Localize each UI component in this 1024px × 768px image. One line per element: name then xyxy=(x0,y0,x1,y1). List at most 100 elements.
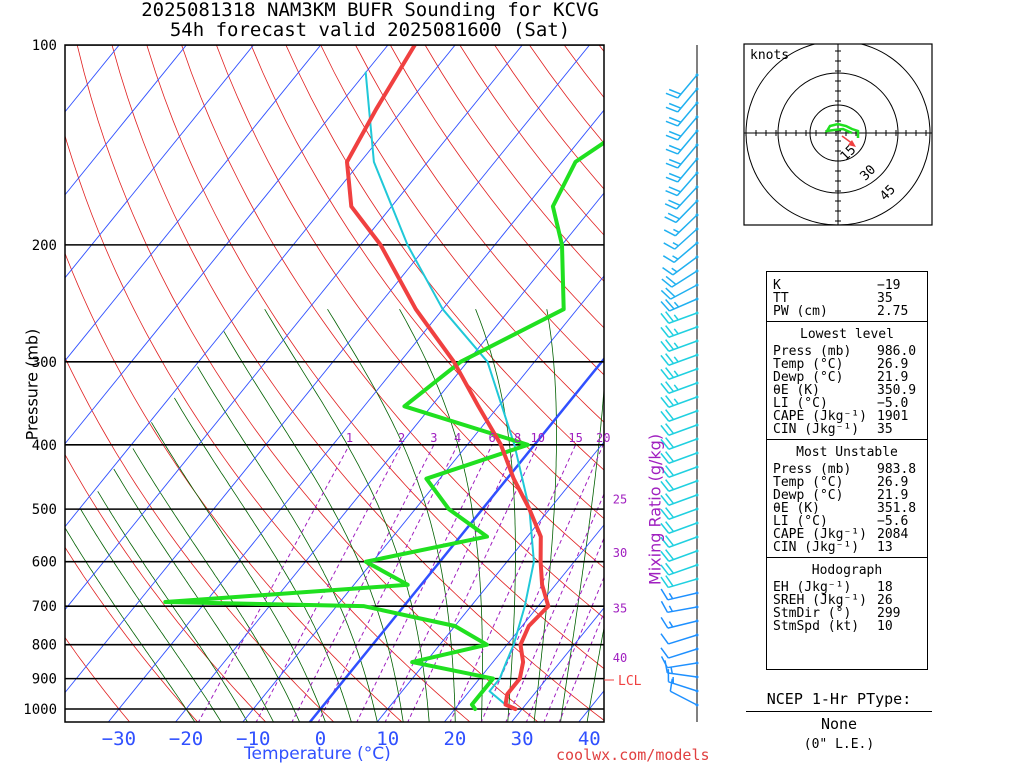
credit-link[interactable]: coolwx.com/models xyxy=(556,746,710,764)
barb-flag xyxy=(665,451,675,463)
stat-value: 1901 xyxy=(877,409,909,424)
barb-flag xyxy=(665,299,675,310)
stat-row: StmSpd (kt) 10 xyxy=(767,620,927,633)
lcl-label: LCL xyxy=(618,674,642,689)
barb-flag xyxy=(668,186,681,193)
pressure-tick-label: 800 xyxy=(32,638,57,654)
mixing-ratio-line xyxy=(255,444,403,722)
barb-half xyxy=(671,267,678,273)
barb-dot xyxy=(695,409,699,413)
temperature-tick-label: 30 xyxy=(511,728,534,750)
barb-flag xyxy=(665,507,675,519)
mixing-ratio-tick: 40 xyxy=(613,651,627,665)
barb-half xyxy=(668,592,674,600)
barb-half xyxy=(673,328,679,335)
mixing-ratio-tick: 3 xyxy=(430,431,437,445)
pressure-tick-label: 300 xyxy=(32,355,57,371)
mixing-ratio-tick: 4 xyxy=(454,431,461,445)
isotherm xyxy=(65,45,456,528)
isotherm xyxy=(376,441,604,722)
dewpoint-trace xyxy=(163,140,604,711)
pressure-tick-label: 700 xyxy=(32,599,57,615)
stat-label: Press (mb) xyxy=(773,462,852,477)
chart-title: 2025081318 NAM3KM BUFR Sounding for KCVG xyxy=(141,0,599,21)
barb-dot xyxy=(695,255,699,259)
stat-label: Dewp (°C) xyxy=(773,488,844,503)
wind-barb xyxy=(665,171,699,197)
stat-label: Dewp (°C) xyxy=(773,370,844,385)
stat-row: SREH (Jkg⁻¹) 26 xyxy=(767,594,927,607)
stat-label: EH (Jkg⁻¹) xyxy=(773,580,852,595)
parcel-trace xyxy=(364,71,535,706)
stat-value: −5.6 xyxy=(877,514,909,529)
barb-shaft xyxy=(668,508,698,520)
mixing-ratio-tick: 25 xyxy=(613,492,627,506)
barb-flag xyxy=(665,275,677,285)
wind-barb xyxy=(662,255,699,276)
pressure-tick-label: 900 xyxy=(32,672,57,688)
stat-row: Dewp (°C) 21.9 xyxy=(767,489,927,502)
wind-barb xyxy=(660,297,699,312)
barb-flag xyxy=(660,647,670,659)
wind-barb xyxy=(664,660,699,679)
ptype-note: (0" L.E.) xyxy=(803,737,875,752)
hodo-trace xyxy=(824,122,860,138)
barb-flag xyxy=(660,452,670,464)
barb-flag xyxy=(668,144,682,151)
barb-flag xyxy=(660,340,670,352)
mixing-ratio-line xyxy=(197,444,350,722)
mixing-ratio-tick: 30 xyxy=(613,546,627,560)
moist-adiabat xyxy=(399,309,483,722)
barb-shaft xyxy=(677,130,698,155)
plot-area xyxy=(65,45,604,722)
wind-barb xyxy=(660,423,699,436)
barb-flag xyxy=(660,494,670,506)
barb-flag xyxy=(665,549,675,561)
moist-adiabat xyxy=(197,366,378,722)
stat-value: 21.9 xyxy=(877,370,909,385)
wind-barb xyxy=(669,678,699,707)
dry-adiabat xyxy=(65,453,267,722)
stat-row: Temp (°C) 26.9 xyxy=(767,476,927,489)
barb-flag xyxy=(660,438,670,450)
barb-half xyxy=(673,314,679,321)
stat-label: Press (mb) xyxy=(773,344,852,359)
stat-value: 18 xyxy=(877,580,893,595)
stat-value: −5.0 xyxy=(877,396,909,411)
storm-motion-head xyxy=(848,140,856,147)
barb-flag xyxy=(660,312,670,324)
wind-barb xyxy=(660,507,699,520)
barb-shaft xyxy=(677,158,698,183)
barb-half xyxy=(673,228,680,234)
mixing-ratio-line xyxy=(558,611,604,722)
barb-half xyxy=(673,356,679,363)
stat-value: 350.9 xyxy=(877,383,917,398)
barb-flag xyxy=(660,382,670,394)
stat-value: 10 xyxy=(877,619,893,634)
barb-flag xyxy=(665,535,675,547)
barb-dot xyxy=(695,605,699,609)
barb-dot xyxy=(695,101,699,105)
barb-dot xyxy=(695,129,699,133)
barb-flag xyxy=(660,564,670,576)
stat-label: CIN (Jkg⁻¹) xyxy=(773,540,860,555)
barb-flag xyxy=(665,311,675,323)
stat-row: Temp (°C) 26.9 xyxy=(767,358,927,371)
dry-adiabat xyxy=(424,45,604,282)
barb-dot xyxy=(695,353,699,357)
stat-row: EH (Jkg⁻¹) 18 xyxy=(767,581,927,594)
pressure-tick-label: 200 xyxy=(32,238,57,254)
stat-label: K xyxy=(773,278,781,293)
barb-half xyxy=(673,384,679,391)
barb-dot xyxy=(695,507,699,511)
mixing-ratio-line xyxy=(543,575,604,722)
stats-panel: K −19 TT 35 PW (cm) 2.75 Lowest level Press (mb… xyxy=(766,271,928,670)
barb-shaft xyxy=(676,172,698,197)
stat-row: LI (°C) −5.6 xyxy=(767,515,927,528)
barb-dot xyxy=(695,633,699,637)
dry-adiabat xyxy=(111,45,604,721)
barb-flag xyxy=(660,466,670,478)
wind-barb xyxy=(660,549,699,562)
stat-value: 2.75 xyxy=(877,304,909,319)
